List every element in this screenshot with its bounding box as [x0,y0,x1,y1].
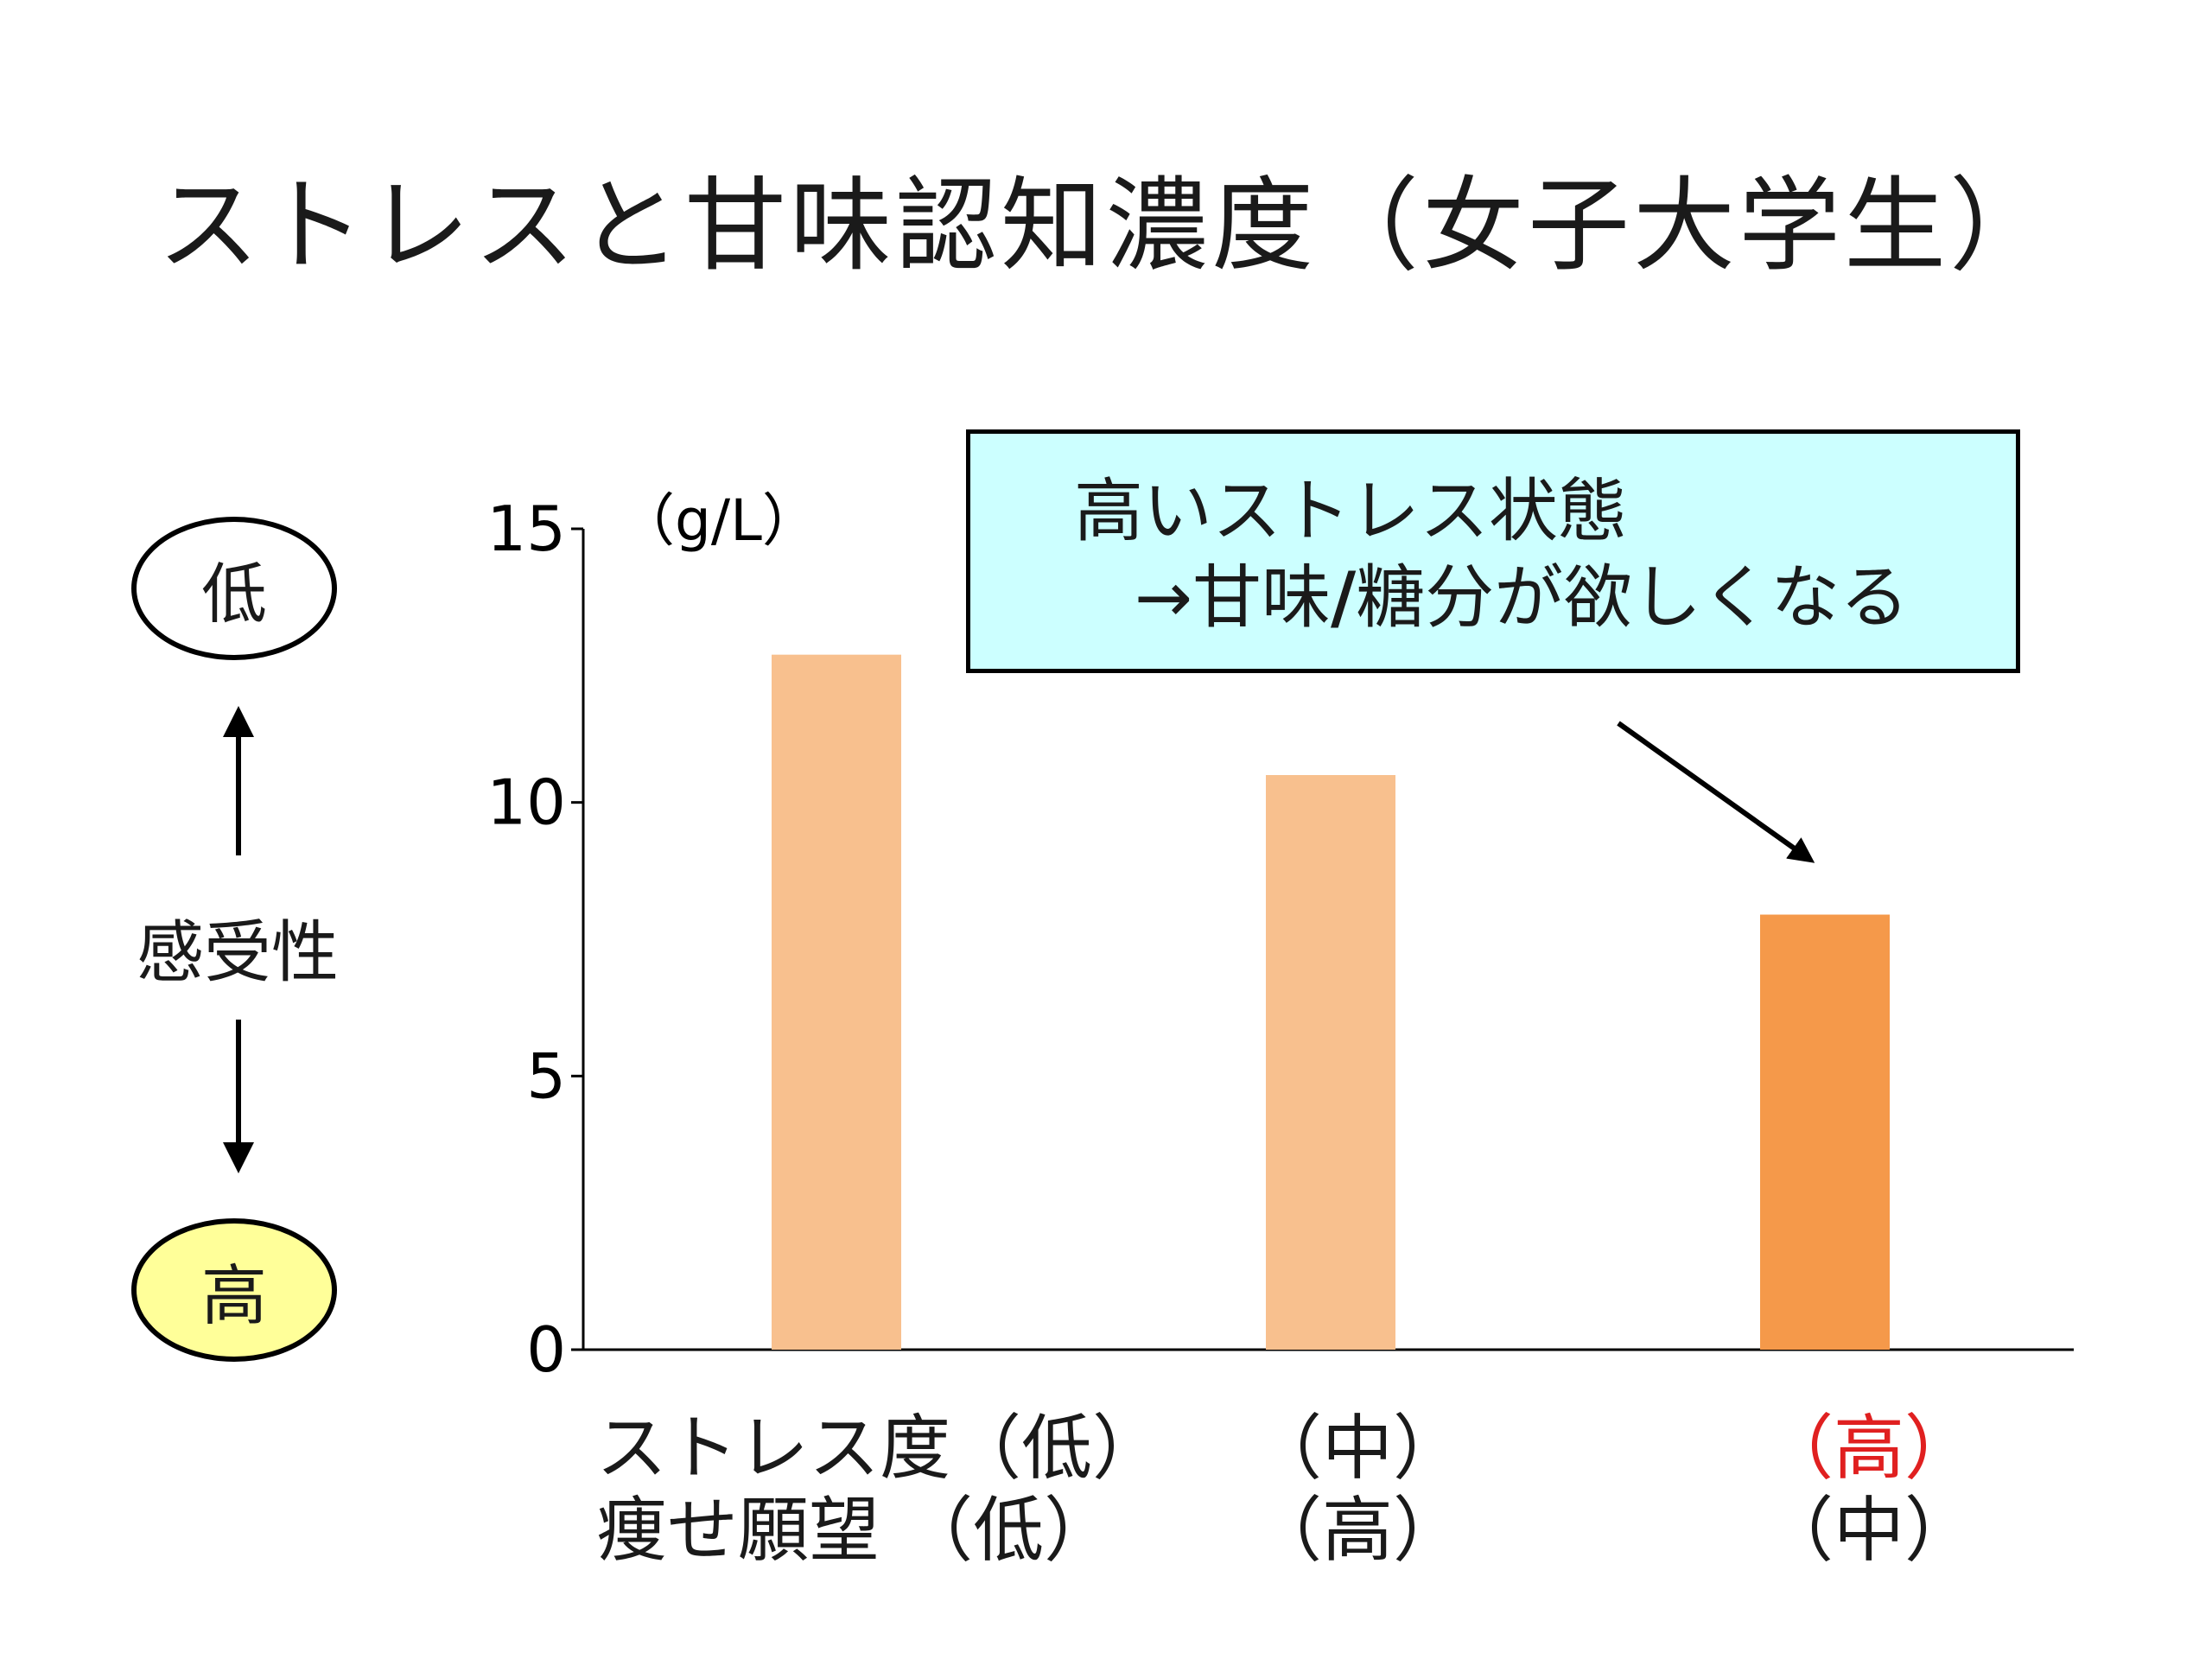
x-label-3-stress: （高） [1763,1408,1976,1490]
sensitivity-axis-label: 感受性 [136,914,339,992]
callout-line2: →甘味/糖分が欲しくなる [1135,555,1909,641]
x-label-2-stress: （中） [1251,1408,1465,1490]
x-label-1-thin: 痩せ願望 （低） [596,1490,1116,1572]
sensitivity-low-label: 低 [201,556,267,632]
callout-text-b: 糖分が欲しくなる [1356,557,1910,638]
callout-arrow-text: → [1135,557,1193,638]
x-label-1-stress: ストレス度（低） [596,1408,1164,1490]
slide-title: ストレスと甘味認知濃度（女子大学生） [156,166,2055,285]
bar-3 [1760,914,1890,1350]
callout-text-a: 甘味 [1192,557,1332,638]
y-tick-label-2: 10 [486,766,566,839]
callout-line1: 高いストレス状態 [1074,471,1627,551]
sensitivity-high-ellipse: 高 [131,1218,337,1362]
bar-1 [772,654,901,1350]
x-label-3-thin: （中） [1763,1490,1976,1572]
sensitivity-high-label: 高 [201,1257,267,1334]
y-unit-label: （g/L） [618,487,819,554]
x-label-2-thin: （高） [1251,1490,1465,1572]
y-tick-label-3: 15 [486,493,566,565]
y-tick-label-1: 5 [526,1039,566,1112]
y-tick-label-0: 0 [526,1313,566,1386]
sensitivity-low-ellipse: 低 [131,517,337,660]
callout-slash: / [1331,557,1357,638]
callout-box: 高いストレス状態 →甘味/糖分が欲しくなる [966,429,2020,673]
plot-area: 0 5 10 15 （g/L） [486,487,2074,1386]
callout-pointer-arrow [1617,721,1815,863]
bar-2 [1266,775,1395,1350]
